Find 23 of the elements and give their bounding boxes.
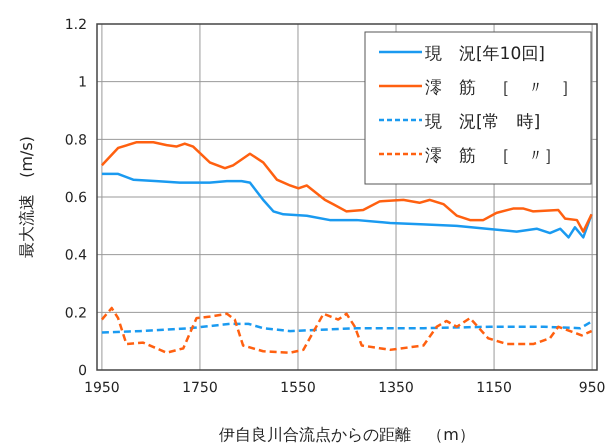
x-tick-label: 1350	[378, 380, 414, 396]
y-tick-label: 0.8	[64, 132, 87, 148]
x-axis-title: 伊自良川合流点からの距離 （m）	[219, 425, 475, 444]
legend-label: 澪 筋 ［ 〃 ］	[425, 78, 578, 98]
line-series	[100, 321, 592, 334]
line-series	[100, 140, 593, 233]
line-series	[100, 306, 593, 354]
y-tick-label: 0.2	[64, 305, 87, 322]
legend-label: 澪 筋 ［ 〃］	[425, 146, 561, 166]
y-tick-label: 0.6	[64, 190, 88, 206]
x-tick-label: 1150	[476, 380, 512, 396]
x-tick-label: 950	[578, 380, 606, 396]
y-tick-label: 0	[78, 363, 87, 379]
x-tick-label: 1950	[84, 380, 120, 396]
y-tick-label: 1.2	[64, 17, 87, 33]
x-tick-label: 1750	[182, 380, 218, 396]
y-tick-label: 0.4	[64, 248, 88, 264]
line-series	[100, 172, 593, 239]
legend-label: 現 況[常 時]	[425, 112, 540, 132]
x-tick-label: 1550	[280, 380, 316, 396]
y-tick-label: 1	[78, 74, 87, 91]
y-axis-title: 最大流速 (m/s)	[17, 136, 36, 258]
legend-label: 現 況[年10回]	[425, 44, 545, 64]
